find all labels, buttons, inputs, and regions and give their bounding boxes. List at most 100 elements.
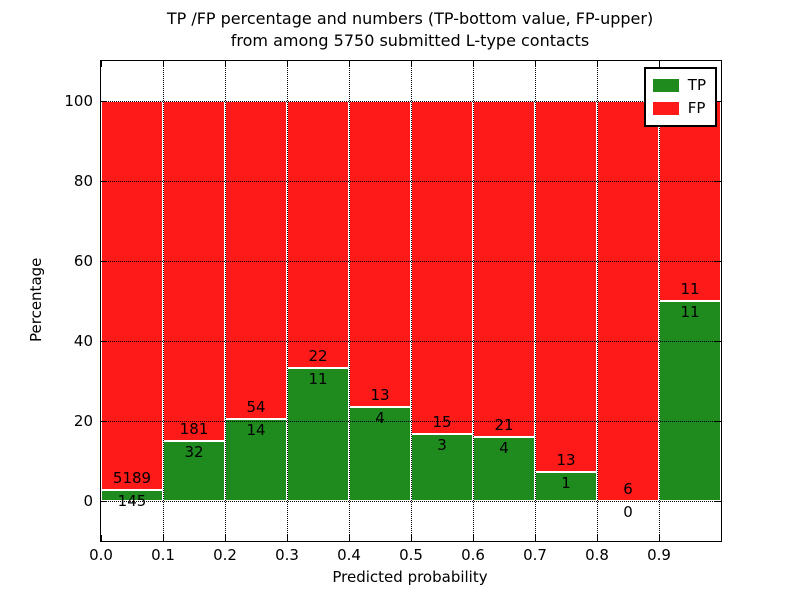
bar-segment-tp [101,490,163,501]
y-tick-label: 20 [73,412,93,430]
gridline-vertical [287,61,288,541]
y-tick-mark [715,181,721,182]
gridline-vertical [473,61,474,541]
tp-count-label: 32 [184,442,204,461]
legend-label: TP [687,76,706,94]
bar-segment-fp [473,101,535,437]
fp-count-label: 5189 [112,469,152,488]
tp-count-label: 3 [437,436,447,455]
fp-count-label: 22 [308,346,328,365]
y-tick-mark [101,421,107,422]
chart-title-line1: TP /FP percentage and numbers (TP-bottom… [166,9,654,28]
y-tick-mark [101,181,107,182]
y-tick-mark [715,501,721,502]
bar-segment-fp [659,101,721,301]
y-tick-mark [101,341,107,342]
x-tick-mark [411,61,412,67]
legend-swatch-tp [652,79,679,92]
bar-segment-tp [535,472,597,501]
legend-swatch-fp [652,102,679,115]
x-tick-mark [287,61,288,67]
y-axis-label: Percentage [27,257,45,343]
bar-segment-fp [287,101,349,368]
bar-segment-tp [163,440,225,501]
bar-segment-fp [225,101,287,419]
chart-title-line2: from among 5750 submitted L-type contact… [230,31,590,50]
y-tick-mark [101,101,107,102]
tp-count-label: 0 [623,503,633,521]
fp-count-label: 13 [370,385,390,404]
x-tick-mark [411,535,412,541]
x-tick-label: 0.8 [585,546,609,564]
x-tick-mark [535,61,536,67]
fp-count-label: 54 [246,397,266,416]
fp-count-label: 15 [432,413,452,432]
fp-count-label: 13 [556,451,576,470]
y-tick-label: 60 [73,252,93,270]
bar-segment-fp [163,101,225,441]
y-tick-label: 80 [73,172,93,190]
x-tick-mark [659,535,660,541]
x-tick-mark [597,535,598,541]
bar-segment-fp [535,101,597,473]
x-tick-mark [163,61,164,67]
bar-segment-tp [659,301,721,501]
y-tick-mark [715,341,721,342]
x-tick-mark [163,535,164,541]
gridline-vertical [597,61,598,541]
x-tick-label: 0.6 [461,546,485,564]
y-tick-label: 40 [73,332,93,350]
tp-count-label: 1 [561,474,571,493]
x-tick-label: 0.7 [523,546,547,564]
legend-entry-fp: FP [652,97,706,120]
chart-title: TP /FP percentage and numbers (TP-bottom… [100,8,720,52]
x-tick-label: 0.3 [275,546,299,564]
y-tick-mark [101,261,107,262]
tp-count-label: 11 [308,369,328,388]
y-tick-mark [715,421,721,422]
legend: TP FP [643,67,717,127]
fp-count-label: 21 [494,416,514,434]
x-tick-label: 0.1 [151,546,175,564]
x-tick-mark [225,61,226,67]
gridline-vertical [659,61,660,541]
tp-count-label: 14 [246,420,266,439]
x-tick-mark [349,61,350,67]
gridline-vertical [163,61,164,541]
x-tick-mark [473,535,474,541]
legend-label: FP [687,99,706,117]
x-tick-mark [349,535,350,541]
x-tick-label: 0.9 [647,546,671,564]
y-tick-mark [101,501,107,502]
y-tick-label: 0 [83,492,93,510]
bar-segment-fp [597,101,659,501]
legend-entry-tp: TP [652,74,706,97]
tp-count-label: 4 [375,408,385,427]
x-tick-mark [535,535,536,541]
gridline-vertical [411,61,412,541]
x-tick-label: 0.5 [399,546,423,564]
bar-segment-tp [473,437,535,501]
x-tick-mark [287,535,288,541]
gridline-vertical [535,61,536,541]
fp-count-label: 6 [623,480,633,498]
bar-segment-fp [349,101,411,407]
y-tick-mark [715,101,721,102]
plot-area: TP FP 5189 145 181 32 54 14 22 11 13 4 15 3 21 4 13 1 6 0 1… [64,60,722,564]
x-tick-label: 0.2 [213,546,237,564]
bar-segment-fp [101,101,163,491]
x-tick-mark [597,61,598,67]
bar-segment-tp [349,406,411,501]
x-tick-mark [659,61,660,67]
tp-count-label: 145 [117,492,147,511]
tp-count-label: 11 [680,303,700,321]
bar-segment-tp [287,367,349,501]
gridline-vertical [225,61,226,541]
fp-count-label: 11 [680,280,700,298]
gridline-vertical [349,61,350,541]
x-tick-mark [225,535,226,541]
y-tick-label: 100 [64,92,93,110]
fp-count-label: 181 [179,419,209,438]
x-tick-mark [101,61,102,67]
